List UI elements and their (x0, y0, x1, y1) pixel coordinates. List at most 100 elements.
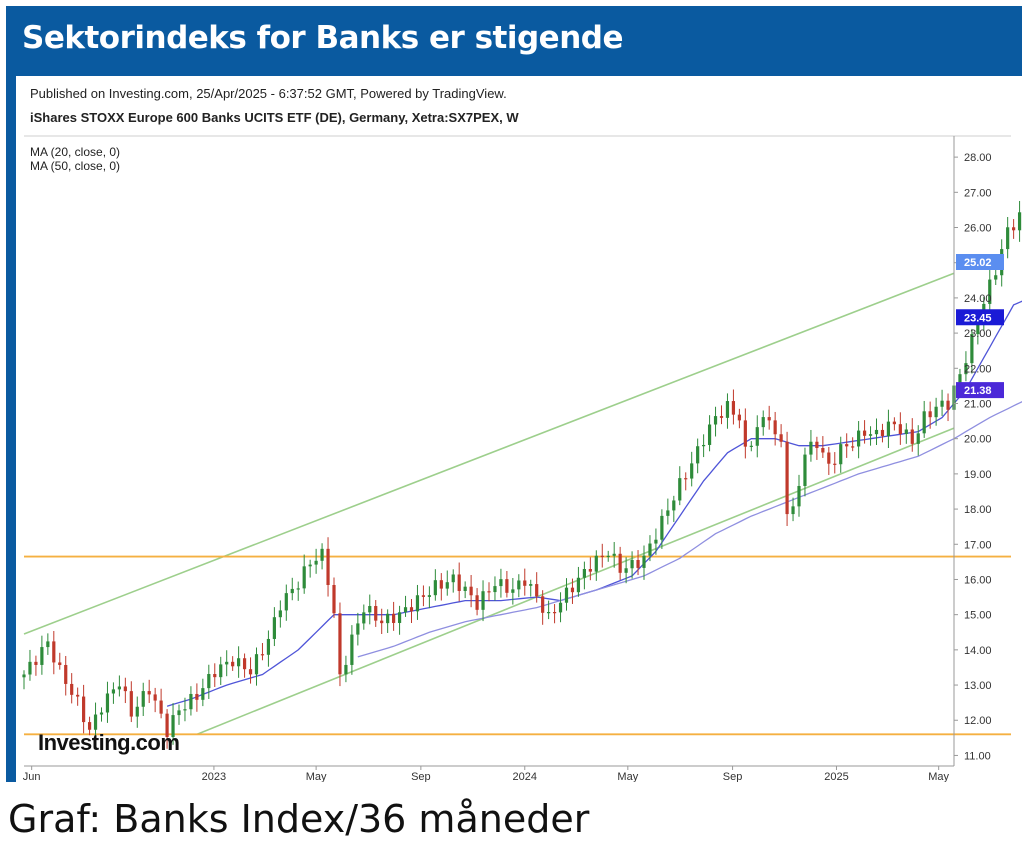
candle-body (839, 444, 843, 465)
candle-body (302, 566, 306, 589)
candle (225, 650, 229, 677)
candle-body (397, 612, 402, 623)
candle (415, 584, 420, 620)
candle-body (242, 658, 247, 670)
trend-lines (23, 272, 955, 736)
candle-body (570, 587, 575, 593)
trend-line-1 (23, 272, 955, 635)
candle (308, 559, 312, 578)
candle (386, 609, 390, 633)
candle (397, 605, 402, 635)
candle-body (564, 587, 569, 603)
candle-body (153, 694, 157, 701)
candle (183, 697, 187, 722)
candle (833, 452, 837, 474)
candle (785, 431, 789, 526)
candle (111, 682, 116, 704)
candle (743, 408, 747, 459)
candle-body (910, 429, 914, 444)
candle-body (386, 613, 390, 624)
candle-body (612, 553, 616, 556)
candle (851, 437, 855, 452)
candle-body (797, 485, 801, 507)
candle (105, 681, 110, 723)
candle (904, 423, 908, 444)
candle-body (326, 548, 330, 585)
x-tick-label: 2023 (202, 771, 226, 782)
chart-panel: Published on Investing.com, 25/Apr/2025 … (16, 76, 1028, 783)
candle-body (350, 634, 354, 665)
candle (87, 716, 92, 736)
candle-body (624, 568, 628, 573)
candle-body (946, 400, 950, 410)
horizontal-lines (24, 555, 1011, 736)
legend-ma20: MA (20, close, 0) (30, 145, 120, 159)
last-price-label-text: 25.02 (964, 257, 992, 269)
candle (862, 420, 867, 444)
candle (159, 688, 163, 719)
candle-body (970, 334, 974, 364)
candle (702, 434, 706, 458)
candle-body (874, 429, 879, 435)
candle (237, 646, 241, 678)
candle-body (696, 446, 700, 464)
candle (570, 578, 575, 604)
candle (439, 573, 443, 601)
candle-body (64, 664, 68, 684)
candle-body (535, 584, 539, 597)
ma50-value-label: 21.38 (956, 382, 1004, 399)
candle-body (296, 588, 300, 590)
candle (898, 412, 902, 445)
candle (266, 630, 271, 667)
candle (463, 581, 467, 599)
candle-body (165, 713, 169, 737)
candle-body (254, 654, 259, 675)
candle (612, 542, 616, 568)
candle-body (630, 559, 634, 569)
y-tick-label: 27.00 (964, 187, 992, 199)
candle (219, 656, 223, 686)
candle-body (392, 613, 396, 623)
candle (892, 417, 896, 431)
candle-body (308, 564, 312, 567)
candle-body (272, 617, 276, 639)
candle (487, 582, 491, 602)
candle (1017, 200, 1022, 242)
candle-body (415, 595, 420, 612)
candle (248, 657, 253, 684)
candle-body (749, 445, 753, 447)
candle-body (576, 577, 581, 593)
candle-body (1017, 212, 1022, 231)
candle-body (356, 623, 360, 635)
candle-body (904, 429, 908, 435)
candle (278, 600, 282, 628)
candle (523, 568, 527, 596)
candle-body (445, 582, 449, 589)
candle (28, 649, 32, 681)
candle-body (493, 586, 497, 593)
candle-body (499, 579, 503, 587)
candle-body (958, 374, 962, 386)
candle (189, 686, 193, 716)
candle (666, 498, 670, 525)
last-price-label-bg (956, 254, 1004, 270)
candle-body (105, 693, 110, 713)
candle-body (928, 411, 932, 418)
candle-body (833, 463, 837, 465)
ma50-value-label-bg (956, 382, 1004, 399)
candle-body (260, 654, 265, 656)
candle-body (857, 430, 861, 447)
candle (314, 548, 318, 574)
candle (499, 568, 503, 598)
candle-body (976, 323, 980, 335)
candle-body (195, 693, 199, 700)
candle (46, 633, 50, 655)
ma50-value-label-text: 21.38 (964, 385, 992, 397)
candle (642, 545, 646, 580)
candle-body (541, 596, 545, 613)
investing-watermark: Investing.com (38, 730, 179, 755)
candle-body (529, 584, 533, 586)
y-tick-label: 23.00 (964, 328, 992, 340)
candle (713, 406, 718, 437)
trend-line-2 (196, 427, 955, 736)
